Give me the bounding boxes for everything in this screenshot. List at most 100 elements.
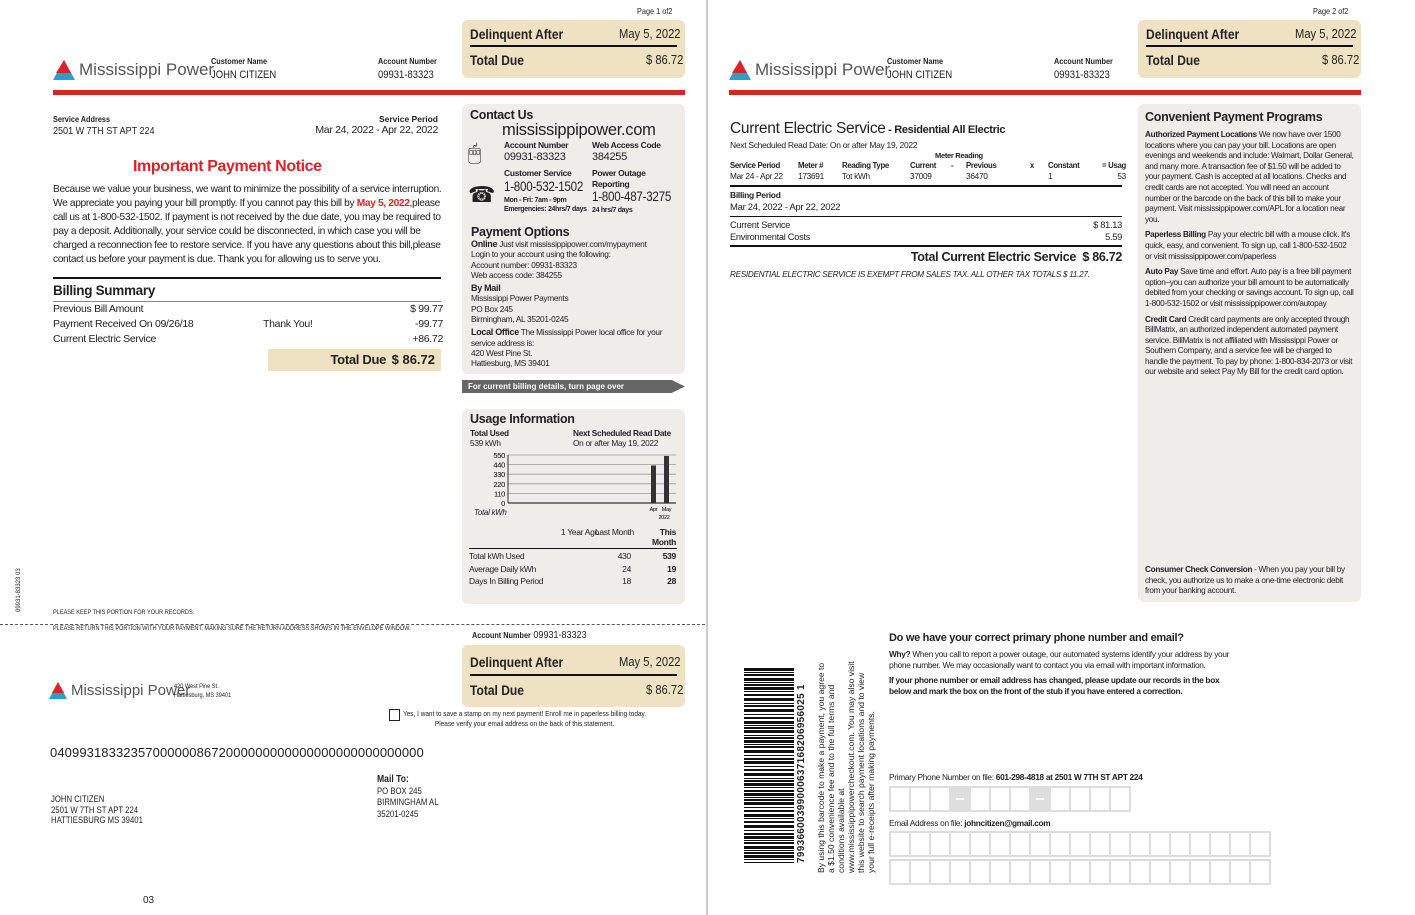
char-box[interactable]: [891, 861, 909, 883]
customer-name-2: JOHN CITIZEN: [887, 69, 953, 81]
customer-service-label: Customer Service: [504, 168, 572, 178]
char-box[interactable]: [1151, 833, 1169, 855]
digit-box[interactable]: [1071, 788, 1089, 810]
meter-reading-label: Meter Reading: [935, 151, 983, 160]
char-box[interactable]: [991, 833, 1009, 855]
char-box[interactable]: [951, 861, 969, 883]
emergency-hours: Emergencies: 24hrs/7 days: [504, 205, 587, 213]
char-box[interactable]: [971, 861, 989, 883]
account-number: 09931-83323: [378, 69, 434, 81]
charge-label: Current Service: [730, 220, 791, 230]
delinquent-label-2: Delinquent After: [1146, 26, 1240, 42]
digit-box[interactable]: [971, 788, 989, 810]
paperless-text: Yes, I want to save a stamp on my next p…: [403, 709, 647, 718]
payment-programs-panel: Convenient Payment Programs Authorized P…: [1138, 104, 1361, 602]
char-box[interactable]: [1091, 861, 1109, 883]
bar-Apr: [651, 465, 656, 503]
char-box[interactable]: [1191, 861, 1209, 883]
email-entry-field-line-1[interactable]: [889, 831, 1271, 857]
program-text: Pay your electric bill with a mouse clic…: [1145, 230, 1351, 261]
stub-logo: Mississippi Power: [49, 682, 190, 699]
stub-account: 09931-83323: [533, 629, 587, 641]
char-box[interactable]: [991, 861, 1009, 883]
char-box[interactable]: [931, 861, 949, 883]
phone-value: 601-298-4818 at 2501 W 7TH ST APT 224: [995, 772, 1143, 782]
char-box[interactable]: [1251, 833, 1269, 855]
digit-box[interactable]: [911, 788, 929, 810]
email-entry-field-line-2[interactable]: [889, 859, 1271, 885]
payment-options-title: Payment Options: [471, 225, 570, 239]
paperless-checkbox[interactable]: [389, 709, 400, 721]
barcode-bar: [744, 793, 794, 796]
char-box[interactable]: [1171, 833, 1189, 855]
turn-page-text: For current billing details, turn page o…: [468, 382, 625, 391]
barcode-bar: [744, 709, 794, 712]
char-box[interactable]: [1191, 833, 1209, 855]
contact-panel: Contact Us mississippipower.com 🖱 Accoun…: [462, 104, 685, 374]
digit-box[interactable]: [1051, 788, 1069, 810]
char-box[interactable]: [951, 833, 969, 855]
contact-account-label: Account Number: [504, 140, 569, 150]
char-box[interactable]: [911, 861, 929, 883]
char-box[interactable]: [1231, 833, 1249, 855]
meter-value: 37009: [910, 171, 932, 181]
char-box[interactable]: [1231, 861, 1249, 883]
customer-name: JOHN CITIZEN: [211, 69, 277, 81]
y-tick-label: 0: [501, 499, 505, 508]
program-item: Auto Pay Save time and effort. Auto pay …: [1145, 267, 1354, 309]
billing-summary-title: Billing Summary: [53, 283, 156, 298]
char-box[interactable]: [1031, 833, 1049, 855]
digit-box[interactable]: [1111, 788, 1129, 810]
notice-body: Because we value your business, we want …: [53, 183, 443, 267]
char-box[interactable]: [1011, 861, 1029, 883]
char-box[interactable]: [911, 833, 929, 855]
digit-box[interactable]: [1091, 788, 1109, 810]
total-due-label: Total Due: [470, 52, 524, 68]
barcode-number: 79936600399000637168206956025 1: [796, 684, 807, 863]
website-link[interactable]: mississippipower.com: [502, 121, 656, 139]
char-box[interactable]: [1031, 861, 1049, 883]
usage-row: Total kWh Used 430 539: [469, 551, 677, 564]
program-text: Save time and effort. Auto pay is a free…: [1145, 267, 1354, 308]
char-box[interactable]: [1111, 833, 1129, 855]
barcode-bar: [744, 852, 794, 854]
barcode-bar: [744, 727, 794, 729]
char-box[interactable]: [1111, 861, 1129, 883]
char-box[interactable]: [1011, 833, 1029, 855]
y-tick-label: 330: [493, 470, 505, 479]
scan-line: 0409931833235700000086720000000000000000…: [50, 745, 424, 760]
char-box[interactable]: [1251, 861, 1269, 883]
char-box[interactable]: [1091, 833, 1109, 855]
barcode-bar: [744, 833, 794, 835]
program-text: We now have over 1500 locations where yo…: [1145, 130, 1354, 224]
char-box[interactable]: [1131, 833, 1149, 855]
char-box[interactable]: [1071, 861, 1089, 883]
char-box[interactable]: [931, 833, 949, 855]
char-box[interactable]: [1171, 861, 1189, 883]
logo-mark-icon: [49, 682, 67, 699]
char-box[interactable]: [1211, 861, 1229, 883]
meter-value: 36470: [966, 171, 988, 181]
char-box[interactable]: [1131, 861, 1149, 883]
x-tick-label: May: [662, 507, 672, 513]
char-box[interactable]: [891, 833, 909, 855]
digit-box[interactable]: [991, 788, 1009, 810]
digit-box[interactable]: [891, 788, 909, 810]
turn-page-banner: For current billing details, turn page o…: [462, 380, 685, 393]
digit-box[interactable]: [1011, 788, 1029, 810]
digit-box[interactable]: [931, 788, 949, 810]
char-box[interactable]: [1151, 861, 1169, 883]
char-box[interactable]: [1051, 861, 1069, 883]
row-label: Payment Received On 09/26/18: [53, 318, 194, 330]
char-box[interactable]: [1051, 833, 1069, 855]
office-line: Hattiesburg, MS 39401: [471, 358, 550, 369]
char-box[interactable]: [971, 833, 989, 855]
char-box[interactable]: [1071, 833, 1089, 855]
notice-text: Because we value your business, we want …: [53, 184, 442, 209]
char-box[interactable]: [1211, 833, 1229, 855]
phone-entry-field[interactable]: [889, 786, 1131, 812]
mail-label: By Mail: [471, 283, 501, 294]
usage-value: 28: [667, 576, 676, 586]
online-label: Online: [471, 239, 498, 249]
barcode-bar: [744, 825, 794, 828]
